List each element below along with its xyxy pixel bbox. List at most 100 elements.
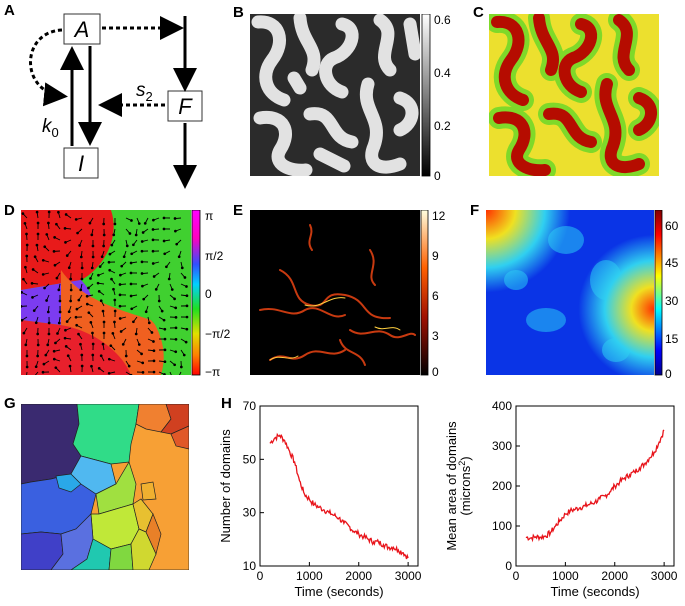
vector-arrow-head: [36, 343, 40, 347]
vector-arrow-head: [64, 241, 67, 244]
vector-arrow-head: [89, 321, 93, 324]
vector-arrow-head: [57, 288, 61, 292]
colorbar-b: 0.6 0.4 0.2 0: [421, 14, 451, 180]
panel-label-c: C: [473, 4, 484, 21]
vector-arrow-head: [47, 221, 50, 225]
vector-arrow-head: [90, 364, 93, 368]
vector-arrow-head: [80, 353, 84, 357]
vector-arrow-head: [162, 239, 166, 243]
vector-arrow-head: [141, 361, 145, 365]
domain-count-chart-y-axis-label: Number of domains: [218, 429, 233, 543]
vector-arrow-head: [55, 276, 59, 280]
vector-arrow-head: [65, 254, 69, 258]
vector-arrow-head: [152, 359, 156, 363]
vector-arrow-head: [173, 297, 176, 301]
vector-arrow-head: [129, 294, 133, 298]
vector-arrow-head: [174, 316, 178, 319]
colorbar-d-tick-neg-half-pi: −π/2: [205, 327, 230, 341]
vector-arrow-head: [141, 231, 145, 234]
vector-arrow-head: [77, 298, 81, 302]
vector-arrow-head: [24, 265, 27, 269]
arrow-a-self-loop-dotted: [29, 28, 68, 107]
vector-arrow-head: [69, 277, 73, 281]
vector-arrow-head: [36, 221, 40, 225]
vector-arrow-head: [44, 353, 48, 357]
vector-arrow-head: [99, 354, 103, 358]
vector-arrow-head: [160, 309, 164, 313]
vector-arrow-head: [35, 243, 39, 247]
panel-label-h: H: [221, 395, 232, 412]
vector-arrow-head: [54, 341, 57, 345]
vector-arrow-head: [80, 277, 84, 281]
rate-k0: k0: [42, 116, 59, 140]
vector-arrow-head: [33, 255, 37, 259]
pattern-color-image: [489, 14, 659, 176]
domain-area-chart-y-axis-label: Mean area of domains: [446, 421, 459, 551]
reaction-diagram: A F I k0 s2: [29, 13, 203, 189]
colorbar-f: 60 45 30 15 0: [654, 210, 679, 380]
vector-arrow: [34, 371, 39, 375]
vector-arrow-head: [147, 321, 151, 325]
vector-arrow-head: [118, 317, 122, 320]
vector-arrow-head: [185, 304, 189, 308]
vector-arrow-head: [24, 343, 28, 347]
vector-arrow-head: [174, 306, 178, 310]
vector-arrow-head: [121, 342, 125, 346]
vector-arrow-head: [113, 298, 117, 302]
domain-count-chart-y-tick-label: 70: [243, 399, 257, 413]
distance-map-image: [486, 210, 654, 375]
domain-area-chart-y-tick-label: 200: [492, 479, 512, 493]
vector-arrow-head: [58, 299, 62, 303]
vector-arrow-head: [52, 349, 56, 353]
vector-arrow-head: [102, 222, 106, 226]
vector-arrow-head: [78, 244, 81, 247]
domain-count-chart-x-tick-label: 0: [257, 569, 264, 583]
colorbar-f-tick-30: 30: [665, 294, 679, 308]
vector-arrow-head: [35, 210, 39, 214]
node-i-label: I: [78, 151, 84, 176]
vector-arrow-head: [163, 337, 167, 341]
vector-arrow-head: [118, 293, 122, 297]
colorbar-d-tick-neg-pi: −π: [205, 365, 220, 379]
vector-arrow-head: [99, 299, 103, 303]
domain-segmentation-image: [21, 404, 189, 570]
vector-arrow-head: [129, 282, 133, 286]
domain-count-chart-x-tick-label: 3000: [395, 569, 422, 583]
vector-arrow-head: [157, 299, 161, 303]
vector-arrow-head: [90, 266, 94, 270]
domain-area-chart-y-tick-label: 0: [505, 559, 512, 573]
vector-arrow-head: [152, 275, 156, 278]
domain-area-chart-x-tick-label: 0: [513, 569, 520, 583]
vector-arrow-head: [30, 281, 34, 285]
vector-arrow-head: [150, 331, 154, 334]
vector-arrow-head: [34, 365, 38, 369]
vector-arrow-head: [113, 222, 117, 226]
node-i-box: [63, 147, 99, 179]
colorbar-d: π π/2 0 −π/2 −π: [191, 210, 230, 379]
panel-label-g: G: [4, 395, 16, 412]
vector-arrow-head: [163, 360, 167, 364]
vector-arrow-head: [140, 240, 144, 243]
vector-arrow-head: [45, 233, 49, 236]
vector-arrow-head: [140, 249, 144, 253]
vector-arrow-head: [80, 266, 84, 270]
vector-arrow-head: [91, 244, 95, 248]
vector-arrow-head: [140, 352, 143, 356]
vector-arrow-head: [63, 226, 67, 230]
vector-arrow-head: [22, 277, 25, 281]
vector-arrow-head: [112, 233, 116, 237]
vector-arrow-head: [185, 315, 189, 319]
node-f-box: [167, 90, 203, 122]
vector-arrow-head: [25, 354, 29, 358]
vector-arrow-head: [36, 232, 40, 236]
vector-arrow-head: [108, 252, 112, 256]
domain-area-chart-y-axis-label-units: (microns2): [457, 456, 473, 515]
vector-arrow-head: [25, 365, 29, 369]
vector-arrow-head: [69, 288, 73, 292]
vector-arrow-head: [87, 286, 90, 290]
vector-arrow-head: [102, 244, 105, 248]
vector-arrow-head: [63, 336, 67, 340]
colorbar-f-tick-60: 60: [665, 219, 679, 233]
vector-arrow-head: [151, 262, 155, 265]
domain-area-chart-x-axis-label: Time (seconds): [550, 584, 639, 599]
